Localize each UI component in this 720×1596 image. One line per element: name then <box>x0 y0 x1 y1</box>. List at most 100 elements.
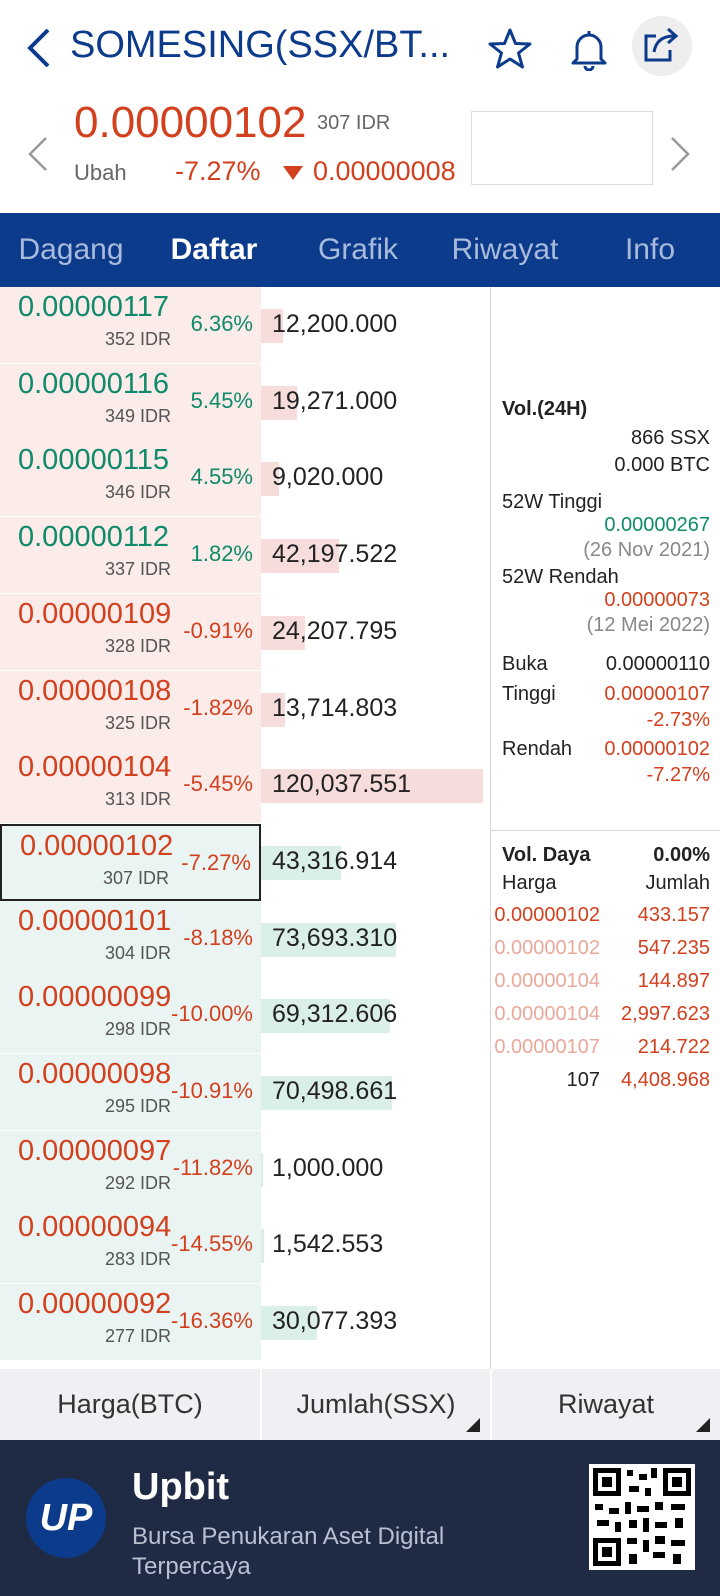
open-value: 0.00000110 <box>605 653 710 675</box>
price-cell[interactable]: 0.00000099 298 IDR -10.00% <box>0 977 261 1055</box>
bid-row[interactable]: 0.00000101 304 IDR -8.18% 73,693.310 <box>0 900 490 979</box>
bell-icon <box>571 31 607 71</box>
ask-row[interactable]: 0.00000116 349 IDR 5.45% 19,271.000 <box>0 363 490 442</box>
price-cell[interactable]: 0.00000116 349 IDR 5.45% <box>0 363 261 441</box>
back-button[interactable] <box>22 26 58 70</box>
tab-riwayat[interactable]: Riwayat <box>451 233 559 266</box>
price-cell[interactable]: 0.00000097 292 IDR -11.82% <box>0 1130 261 1208</box>
prev-coin-button[interactable] <box>24 134 52 174</box>
ask-row[interactable]: 0.00000115 346 IDR 4.55% 9,020.000 <box>0 440 490 518</box>
depth-bar <box>261 615 306 650</box>
quantity-cell[interactable]: 19,271.000 <box>261 364 490 442</box>
price-cell[interactable]: 0.00000108 325 IDR -1.82% <box>0 670 261 748</box>
quantity-cell[interactable]: 9,020.000 <box>261 440 490 518</box>
depth-bar <box>261 462 279 497</box>
depth-bar <box>261 1152 264 1187</box>
trade-price: 0.00000102 <box>494 904 600 926</box>
banner-title: Upbit <box>132 1466 230 1508</box>
quantity-cell[interactable]: 30,077.393 <box>261 1284 490 1362</box>
tab-daftar[interactable]: Daftar <box>170 233 258 266</box>
price-cell[interactable]: 0.00000102 307 IDR -7.27% <box>0 823 261 901</box>
quantity-cell[interactable]: 24,207.795 <box>261 594 490 672</box>
quantity-cell[interactable]: 73,693.310 <box>261 901 490 979</box>
trade-price: 0.00000104 <box>494 1003 600 1025</box>
bid-row[interactable]: 0.00000094 283 IDR -14.55% 1,542.553 <box>0 1207 490 1285</box>
ask-row[interactable]: 0.00000117 352 IDR 6.36% 12,200.000 <box>0 287 490 365</box>
order-price: 0.00000116 <box>18 367 170 400</box>
tab-dagang[interactable]: Dagang <box>18 233 124 266</box>
order-price-idr: 313 IDR <box>104 789 171 810</box>
order-price-idr: 325 IDR <box>104 712 171 733</box>
alert-button[interactable] <box>562 22 616 76</box>
trade-row: 0.00000107 214.722 <box>494 1032 710 1065</box>
depth-bar <box>261 539 339 574</box>
high52-label: 52W Tinggi <box>502 491 603 513</box>
order-quantity: 12,200.000 <box>272 310 398 338</box>
trade-row: 0.00000104 2,997.623 <box>494 999 710 1032</box>
bid-row[interactable]: 0.00000097 292 IDR -11.82% 1,000.000 <box>0 1130 490 1209</box>
price-column-header[interactable]: Harga(BTC) <box>0 1369 262 1440</box>
quantity-cell[interactable]: 1,542.553 <box>261 1207 490 1285</box>
price-cell[interactable]: 0.00000092 277 IDR -16.36% <box>0 1284 261 1362</box>
order-price-idr: 346 IDR <box>104 482 171 503</box>
price-cell[interactable]: 0.00000104 313 IDR -5.45% <box>0 747 261 825</box>
high-label: Tinggi <box>502 683 556 705</box>
chevron-left-icon <box>27 28 50 68</box>
order-price: 0.00000104 <box>18 751 172 784</box>
bid-row[interactable]: 0.00000099 298 IDR -10.00% 69,312.606 <box>0 977 490 1055</box>
order-price-idr: 328 IDR <box>104 635 171 656</box>
quantity-cell[interactable]: 13,714.803 <box>261 671 490 749</box>
chevron-left-icon <box>28 137 47 171</box>
ask-row[interactable]: 0.00000112 337 IDR 1.82% 42,197.522 <box>0 517 490 595</box>
order-price-idr: 283 IDR <box>104 1249 171 1270</box>
next-coin-button[interactable] <box>666 134 694 174</box>
price-cell[interactable]: 0.00000094 283 IDR -14.55% <box>0 1207 261 1285</box>
ask-row[interactable]: 0.00000104 313 IDR -5.45% 120,037.551 <box>0 747 490 825</box>
quantity-cell[interactable]: 12,200.000 <box>261 287 490 365</box>
price-cell[interactable]: 0.00000117 352 IDR 6.36% <box>0 287 261 364</box>
share-button[interactable] <box>632 16 692 76</box>
price-cell[interactable]: 0.00000112 337 IDR 1.82% <box>0 517 261 595</box>
high-value: 0.00000107 <box>604 683 710 705</box>
tab-grafik[interactable]: Grafik <box>317 233 398 266</box>
order-book: 0.00000117 352 IDR 6.36% 12,200.000 0.000001… <box>0 287 720 1369</box>
favorite-button[interactable] <box>483 22 537 76</box>
order-change-percent: -11.82% <box>172 1154 253 1180</box>
trade-price: 0.00000104 <box>494 970 600 992</box>
dropdown-corner-icon <box>466 1418 480 1432</box>
quantity-cell[interactable]: 1,000.000 <box>261 1131 490 1209</box>
order-quantity: 1,000.000 <box>272 1153 384 1182</box>
price-cell[interactable]: 0.00000109 328 IDR -0.91% <box>0 593 261 671</box>
quantity-cell[interactable]: 70,498.661 <box>261 1054 490 1132</box>
quantity-cell[interactable]: 120,037.551 <box>261 747 490 825</box>
order-quantity: 73,693.310 <box>272 923 398 952</box>
bid-row[interactable]: 0.00000098 295 IDR -10.91% 70,498.661 <box>0 1054 490 1132</box>
quantity-column-header[interactable]: Jumlah(SSX) <box>262 1369 492 1440</box>
depth-bar <box>261 922 397 957</box>
ask-row[interactable]: 0.00000108 325 IDR -1.82% 13,714.803 <box>0 670 490 749</box>
order-quantity: 19,271.000 <box>272 386 398 415</box>
price-cell[interactable]: 0.00000101 304 IDR -8.18% <box>0 900 261 978</box>
quantity-cell[interactable]: 43,316.914 <box>261 824 490 902</box>
trade-quantity: 4,408.968 <box>621 1069 710 1091</box>
mini-chart[interactable] <box>471 111 653 185</box>
chevron-right-icon <box>671 137 690 171</box>
history-column-header[interactable]: Riwayat <box>492 1369 720 1440</box>
order-change-percent: 1.82% <box>190 541 253 567</box>
trade-strength: Vol. Daya 0.00% Harga Jumlah 0.00000102 4… <box>494 844 710 1098</box>
price-cell[interactable]: 0.00000098 295 IDR -10.91% <box>0 1054 261 1131</box>
ask-row[interactable]: 0.00000109 328 IDR -0.91% 24,207.795 <box>0 593 490 672</box>
share-icon <box>644 27 679 62</box>
price-cell[interactable]: 0.00000115 346 IDR 4.55% <box>0 440 261 518</box>
order-change-percent: -5.45% <box>183 771 253 797</box>
promo-banner[interactable]: UP Upbit Bursa Penukaran Aset Digital Te… <box>0 1440 720 1596</box>
quantity-cell[interactable]: 42,197.522 <box>261 517 490 595</box>
quantity-cell[interactable]: 69,312.606 <box>261 977 490 1055</box>
bid-row[interactable]: 0.00000092 277 IDR -16.36% 30,077.393 <box>0 1284 490 1362</box>
tab-info[interactable]: Info <box>624 233 676 266</box>
bid-row[interactable]: 0.00000102 307 IDR -7.27% 43,316.914 <box>0 823 490 902</box>
header: SOMESING(SSX/BT... <box>0 0 720 96</box>
volume-btc: 0.000 BTC <box>614 454 710 476</box>
depth-bar <box>261 845 341 880</box>
